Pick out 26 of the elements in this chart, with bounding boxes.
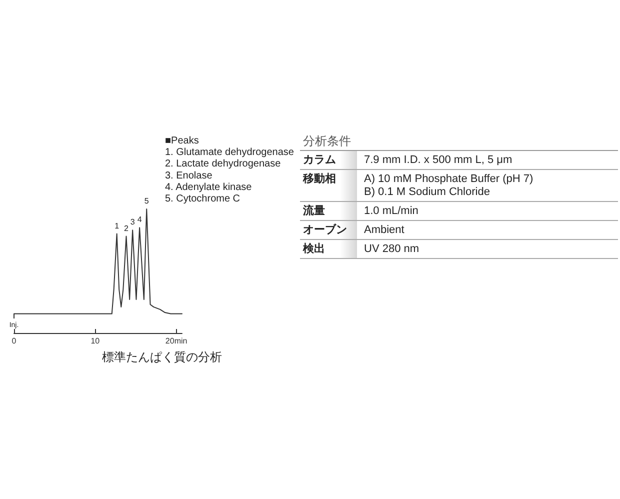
category-label: 検出 (300, 240, 357, 258)
x-tick-label: 0 (12, 336, 17, 346)
annotation: 1 (114, 221, 120, 230)
text: 3. Enolase (165, 170, 213, 182)
text: 4. Adenylate kinase (165, 182, 252, 193)
category-label: 流量 (300, 202, 357, 220)
text: 2. Lactate dehydrogenase (165, 158, 282, 170)
text: Ambient (364, 224, 406, 236)
text: 1. Glutamate dehydrogenase (165, 147, 294, 158)
x-tick-label: 10 (90, 336, 100, 346)
text: UV 280 nm (364, 242, 420, 256)
text: ■Peaks (165, 136, 199, 146)
annotation: 2 (124, 224, 130, 233)
annotation: 4 (137, 215, 142, 224)
annotation: 3 (130, 218, 136, 227)
text: 5. Cytochrome C (165, 194, 240, 204)
category-label: 移動相 (300, 170, 357, 202)
annotation: 5 (144, 196, 150, 206)
text: 1.0 mL/min (364, 204, 420, 218)
category-label: オーブン (300, 220, 357, 240)
text: 標準たんぱく質の分析 (102, 350, 222, 364)
text: A) 10 mM Phosphate Buffer (pH 7) B) 0.1 M Sodium Chloride (364, 172, 534, 198)
text: 分析条件 (303, 134, 352, 148)
category-label: カラム (300, 150, 357, 170)
text: 7.9 mm I.D. x 500 mm L, 5 μm (364, 154, 514, 166)
x-tick-label: 20min (165, 336, 188, 346)
